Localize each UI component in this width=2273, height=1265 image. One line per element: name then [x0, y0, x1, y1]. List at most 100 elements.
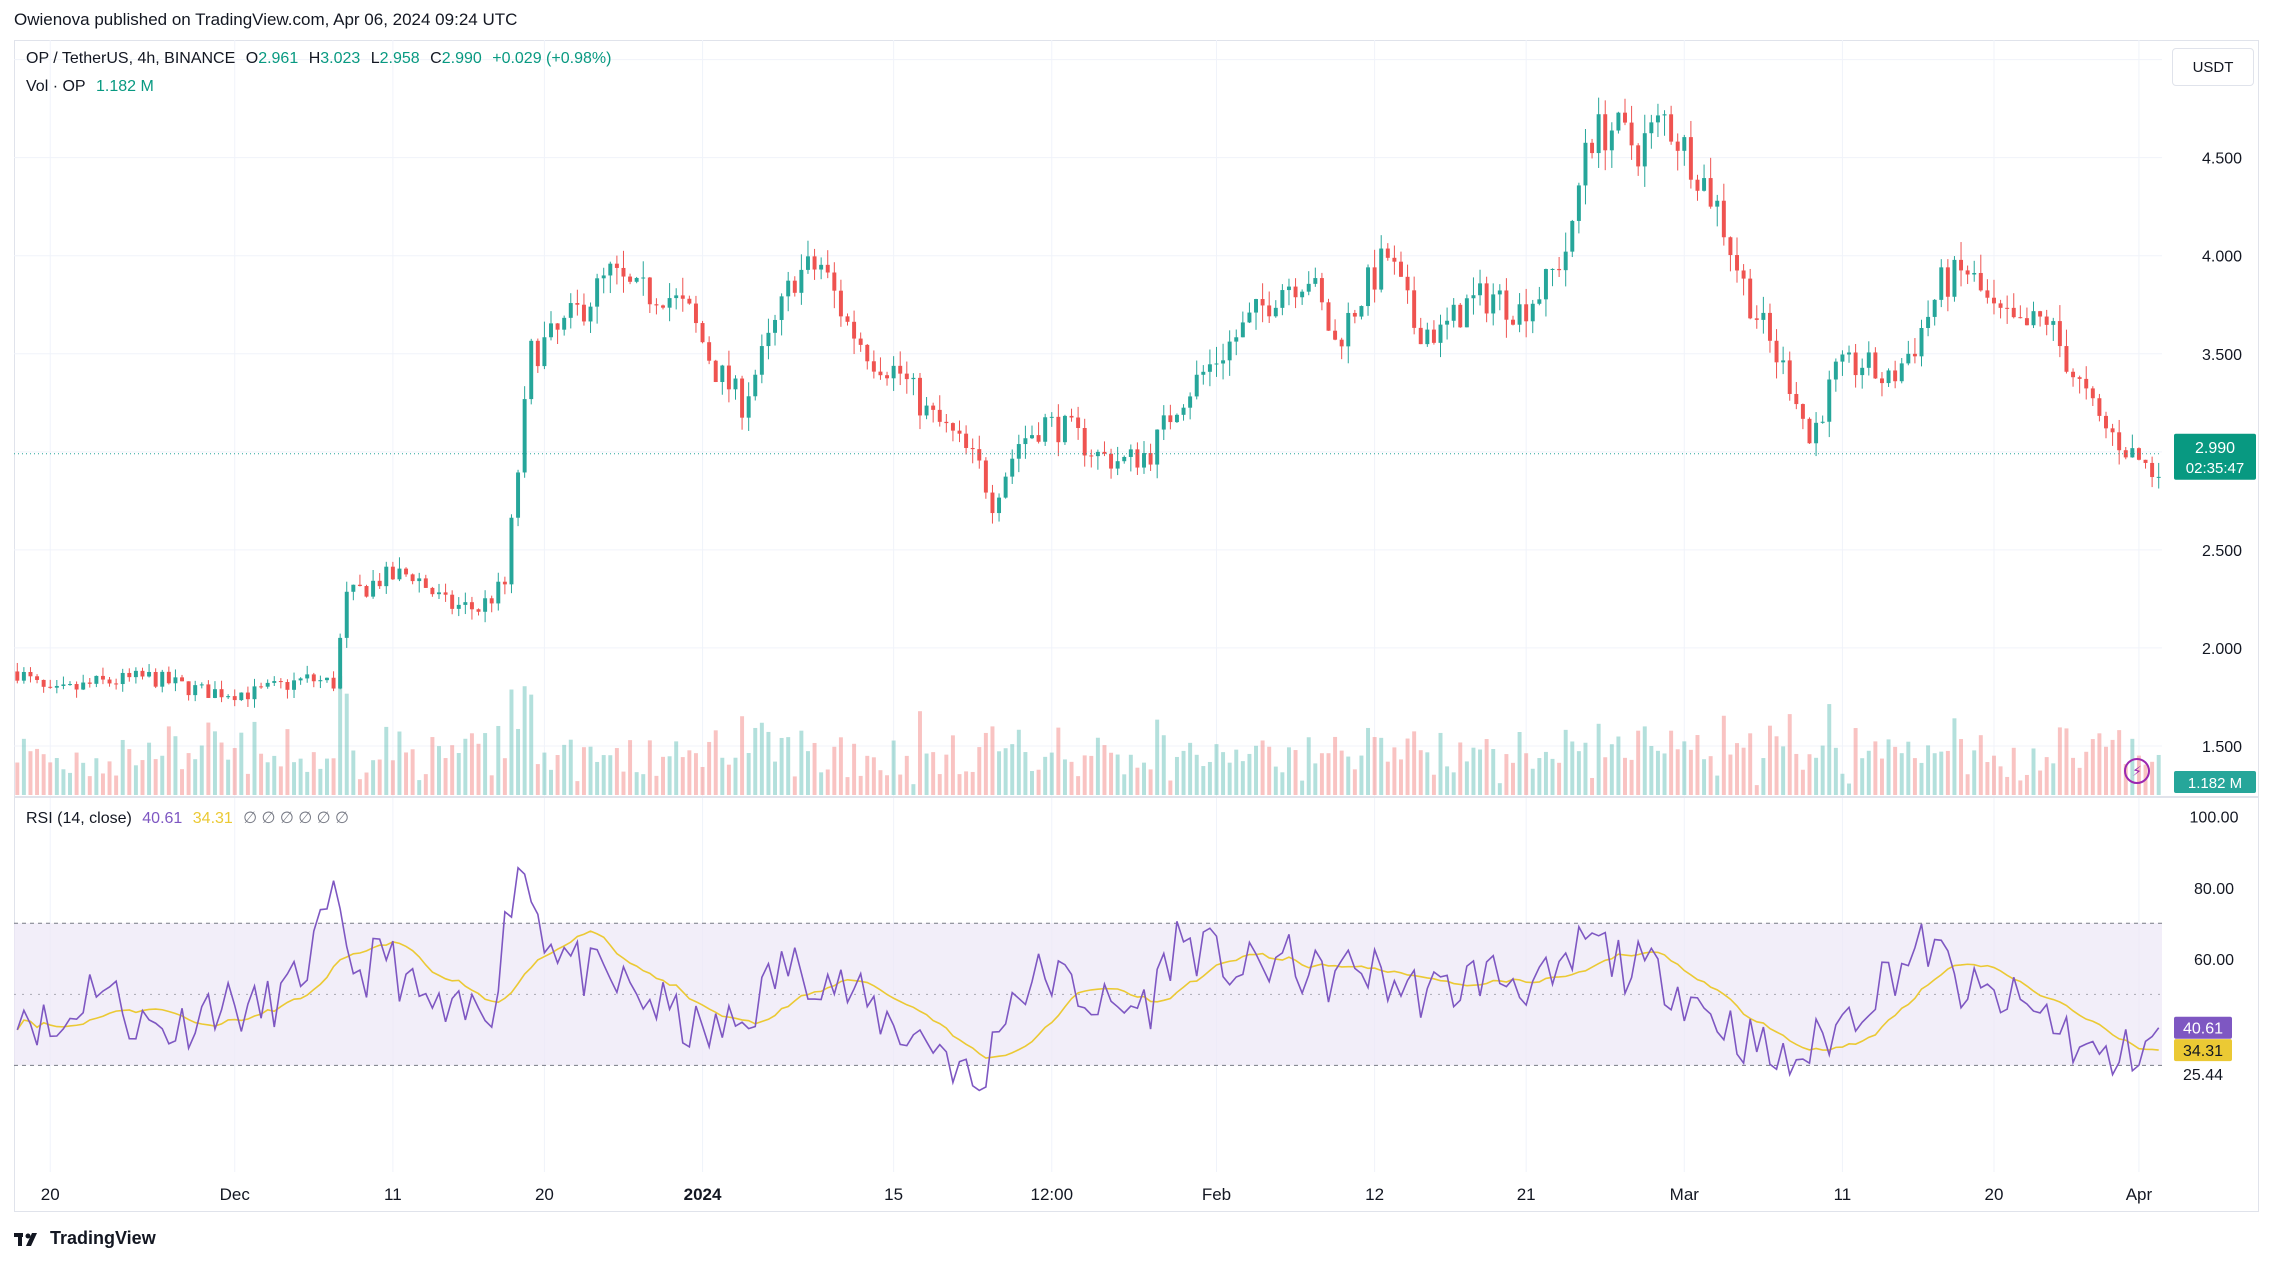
candle-body — [773, 319, 778, 333]
candle-body — [278, 681, 283, 683]
volume-bar — [1016, 729, 1021, 795]
volume-bar — [443, 758, 448, 795]
volume-bar — [1478, 749, 1483, 795]
volume-bar — [1254, 745, 1258, 795]
volume-bar — [2071, 757, 2076, 795]
volume-bar — [1596, 723, 1601, 795]
candle-body — [911, 377, 916, 380]
time-tick-label: Mar — [1670, 1185, 1700, 1204]
volume-bar — [595, 761, 600, 795]
volume-bar — [2005, 776, 2010, 795]
candle-body — [489, 598, 494, 604]
volume-bar — [852, 743, 857, 795]
volume-bar — [1537, 758, 1542, 795]
volume-bar — [1260, 740, 1265, 795]
volume-bar — [2150, 761, 2155, 795]
volume-bar — [1069, 761, 1074, 795]
candle-body — [647, 277, 652, 305]
volume-bar — [1754, 785, 1759, 795]
candle-body — [2011, 307, 2016, 318]
candle-body — [707, 342, 712, 361]
volume-bar — [2018, 780, 2023, 795]
volume-bar — [476, 743, 481, 795]
candle-body — [1207, 364, 1212, 372]
volume-bar — [127, 749, 132, 795]
last-price-label: 2.990 — [2195, 440, 2235, 457]
volume-bar — [1833, 747, 1838, 795]
volume-bar — [753, 727, 758, 795]
candle-body — [410, 574, 415, 582]
volume-bar — [542, 752, 547, 795]
candle-body — [1484, 283, 1489, 314]
volume-bars — [15, 676, 2161, 795]
candle-body — [272, 681, 277, 683]
candle-body — [1978, 272, 1983, 291]
candle-body — [1774, 340, 1779, 363]
candle-body — [1286, 286, 1291, 291]
volume-bar — [153, 759, 158, 795]
candle-body — [1992, 297, 1996, 304]
candle-body — [2097, 398, 2102, 416]
candle-body — [944, 421, 949, 424]
candle-body — [1860, 367, 1865, 376]
volume-bar — [2057, 727, 2062, 795]
volume-bar — [1458, 742, 1463, 795]
time-tick-label: 21 — [1517, 1185, 1536, 1204]
candle-body — [127, 672, 132, 678]
candle-body — [430, 587, 435, 595]
rsi-ma-line — [16, 930, 2159, 1059]
candle-body — [1418, 327, 1423, 345]
volume-bar — [318, 768, 323, 795]
volume-bar — [1214, 744, 1219, 795]
candle-body — [390, 566, 395, 580]
candle-body — [364, 586, 369, 597]
volume-bar — [1702, 759, 1707, 795]
symbol-label[interactable]: OP / TetherUS, 4h, BINANCE — [26, 50, 236, 67]
volume-bar — [1405, 738, 1410, 795]
chart-frame[interactable] — [14, 40, 2259, 1212]
volume-bar — [81, 762, 86, 795]
candle-body — [41, 679, 46, 687]
candle-body — [2143, 459, 2148, 463]
candle-body — [733, 378, 738, 390]
candle-body — [1425, 329, 1430, 345]
candle-body — [2130, 448, 2135, 458]
candle-body — [1820, 421, 1825, 423]
high-label: H — [308, 50, 321, 67]
lightning-icon[interactable]: ⚡ — [2124, 758, 2150, 784]
candle-body — [1781, 360, 1786, 363]
candle-body — [239, 692, 244, 701]
candle-body — [496, 581, 501, 604]
candle-body — [2084, 378, 2089, 389]
candle-body — [1530, 303, 1535, 322]
candle-body — [2018, 317, 2023, 319]
price-tick-label: 2.500 — [2202, 543, 2242, 560]
volume-bar — [680, 757, 685, 795]
volume-bar — [628, 740, 633, 795]
candle-body — [1491, 294, 1496, 314]
candle-body — [1754, 318, 1759, 320]
volume-bar — [693, 753, 698, 795]
candle-body — [100, 675, 105, 680]
volume-bar — [1293, 750, 1298, 795]
candle-body — [1102, 451, 1107, 454]
candle-body — [997, 497, 1002, 514]
volume-bar — [1280, 772, 1285, 795]
volume-bar — [1438, 732, 1443, 795]
footer-brand[interactable]: TradingView — [14, 1228, 156, 1249]
volume-label[interactable]: Vol · OP — [26, 78, 86, 95]
volume-bar — [1392, 747, 1397, 795]
candle-body — [384, 566, 389, 587]
candle-body — [1833, 361, 1838, 380]
candle-body — [2038, 311, 2043, 317]
candle-body — [1761, 312, 1766, 320]
currency-unit-button[interactable]: USDT — [2172, 48, 2254, 86]
rsi-label[interactable]: RSI (14, close) — [26, 810, 132, 827]
volume-bar — [1300, 780, 1305, 795]
candle-body — [845, 316, 850, 322]
candle-body — [404, 568, 409, 575]
volume-bar — [1794, 753, 1799, 795]
candle-body — [1906, 353, 1911, 364]
candle-body — [285, 682, 290, 690]
